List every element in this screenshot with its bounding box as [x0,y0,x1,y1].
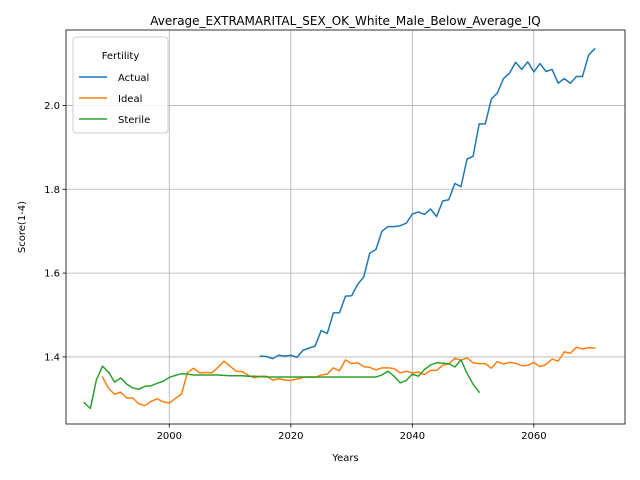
y-axis-label: Score(1-4) [17,201,28,253]
y-tick-label: 1.8 [44,185,60,196]
plot-frame [65,29,626,425]
x-axis: 2000 2020 2040 2060 [157,424,547,442]
legend-title: Fertility [102,51,140,62]
legend-label-sterile: Sterile [118,115,150,126]
y-tick-label: 1.6 [44,269,60,280]
series-line-actual [259,47,596,360]
series-layer [83,47,596,410]
x-tick-label: 2040 [400,431,425,442]
series-line-sterile [83,359,481,410]
y-tick-label: 2.0 [44,101,60,112]
y-tick-label: 1.4 [44,352,60,363]
series-line-ideal [101,346,596,407]
chart-title: Average_EXTRAMARITAL_SEX_OK_White_Male_B… [150,14,540,28]
legend: Fertility Actual Ideal Sterile [72,36,169,134]
legend-label-actual: Actual [118,73,149,84]
x-tick-label: 2000 [157,431,182,442]
legend-label-ideal: Ideal [118,94,142,105]
x-axis-label: Years [331,453,358,464]
legend-box [72,36,169,134]
x-tick-label: 2060 [521,431,546,442]
x-tick-label: 2020 [278,431,303,442]
y-axis: 1.4 1.6 1.8 2.0 [44,101,66,363]
